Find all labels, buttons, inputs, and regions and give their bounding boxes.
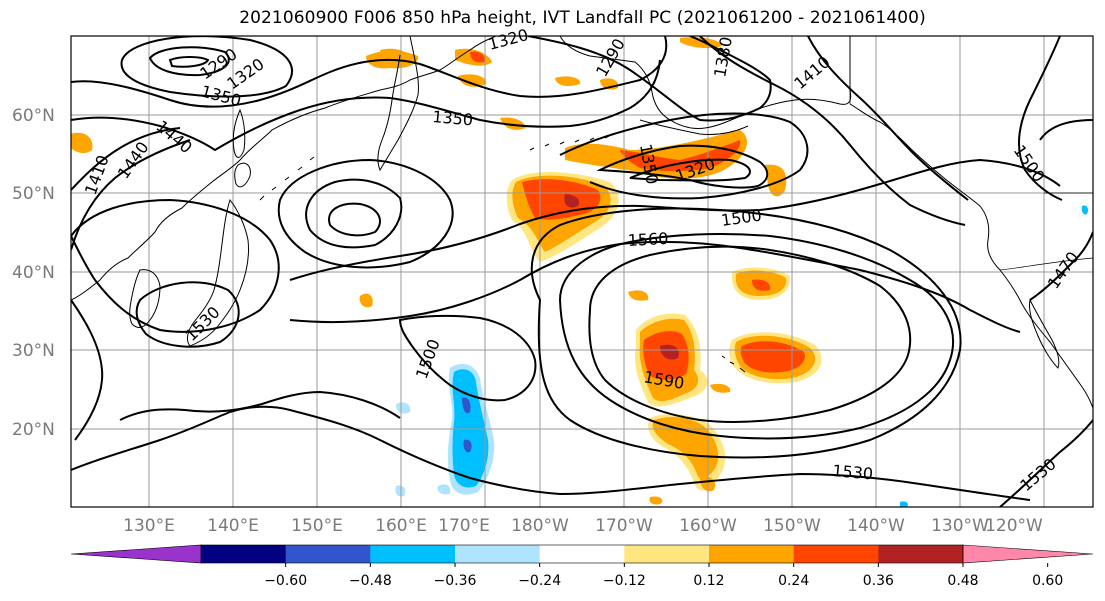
contour-label: 1500 [1010,141,1049,185]
lon-label: 130°E [123,516,175,536]
ivt-positive-region [752,279,771,291]
colorbar-tick-label: −0.36 [434,573,477,589]
contour-label: 1440 [114,138,153,182]
contour-label: 1530 [181,303,223,345]
longitude-labels: 130°E 140°E 150°E 160°E 170°E 180°W 170°… [123,516,1043,536]
ivt-positive-region [359,293,373,308]
lon-label: 170°W [595,516,653,536]
map-title: 2021060900 F006 850 hPa height, IVT Land… [239,8,926,28]
colorbar-outline [200,544,964,564]
colorbar-segment [878,545,964,563]
contour-label: 1500 [720,205,763,229]
colorbar-segment [709,545,795,563]
colorbar-tick-label: 0.48 [947,573,978,589]
contour-labels: 1290 1320 1350 1320 1290 1380 1410 1440 … [81,25,1083,495]
contour-label: 1560 [627,229,669,250]
height-contours [71,36,1093,507]
ivt-positive-region [710,383,731,393]
colorbar-segment [539,545,625,563]
contour-label: 1410 [81,153,113,198]
contour-label: 1290 [592,35,629,80]
ivt-negative-region [396,402,411,414]
lat-label: 40°N [12,263,55,283]
ivt-negative-region [463,439,472,453]
lon-label: 170°E [438,516,490,536]
colorbar-segment [370,545,456,563]
ivt-positive-region [564,194,580,208]
ivt-negative-region [395,485,406,497]
colorbar-segment [285,545,371,563]
lon-label: 120°W [985,516,1043,536]
contour-label: 1410 [790,52,833,93]
map-frame [70,35,1094,508]
colorbar: −0.60 −0.48 −0.36 −0.24 −0.12 0.12 0.24 0.36 0.4… [70,544,1094,589]
colorbar-tick-label: −0.12 [603,573,646,589]
lon-label: 150°W [763,516,821,536]
ivt-negative-region [462,397,471,414]
ivt-positive-region [649,496,663,505]
colorbar-tick-label: −0.24 [518,573,561,589]
latitude-labels: 60°N 50°N 40°N 30°N 20°N [12,106,55,440]
ivt-shading [71,37,1089,507]
ivt-negative-region [900,501,908,507]
lat-label: 50°N [12,184,55,204]
colorbar-segment [201,545,287,563]
ivt-positive-region [71,132,93,154]
contour-label: 1470 [1044,248,1083,292]
colorbar-segment [455,545,541,563]
contour-label: 1500 [412,337,444,382]
lat-label: 20°N [12,420,55,440]
ivt-positive-region [660,344,679,360]
colorbar-tick-label: 0.12 [693,573,724,589]
political-borders [849,36,1093,271]
lon-label: 160°W [679,516,737,536]
lon-label: 140°E [207,516,259,536]
ivt-positive-region [620,140,741,171]
colorbar-extension-high [962,544,1094,564]
ivt-positive-region [500,117,526,130]
ivt-negative-region [437,484,451,495]
ivt-positive-region [740,341,805,373]
contour-label: 1320 [486,25,530,54]
contour-label: 1350 [432,107,474,129]
contour-label: 1530 [832,461,874,483]
colorbar-tick-label: −0.48 [349,573,392,589]
ivt-positive-region [470,51,485,63]
colorbar-segment [624,545,710,563]
lon-label: 150°E [291,516,343,536]
colorbar-tick-label: 0.36 [863,573,894,589]
lat-label: 30°N [12,341,55,361]
colorbar-tick-label: 0.60 [1032,573,1063,589]
colorbar-tick-label: −0.60 [264,573,307,589]
ivt-negative-region [1081,205,1089,215]
lon-label: 160°E [375,516,427,536]
ivt-negative-region [452,369,489,488]
colorbar-extension-low [70,544,202,564]
lat-label: 60°N [12,106,55,126]
lon-label: 130°W [931,516,989,536]
ivt-positive-region [765,164,787,197]
lon-label: 140°W [847,516,905,536]
contour-label: 1530 [1016,454,1059,495]
ivt-positive-region [652,417,719,479]
ivt-positive-region [555,76,581,86]
lon-label: 180°W [511,516,569,536]
ivt-positive-region [458,74,487,87]
colorbar-segment [793,545,879,563]
ivt-positive-region [628,290,649,301]
colorbar-tick-label: 0.24 [778,573,809,589]
